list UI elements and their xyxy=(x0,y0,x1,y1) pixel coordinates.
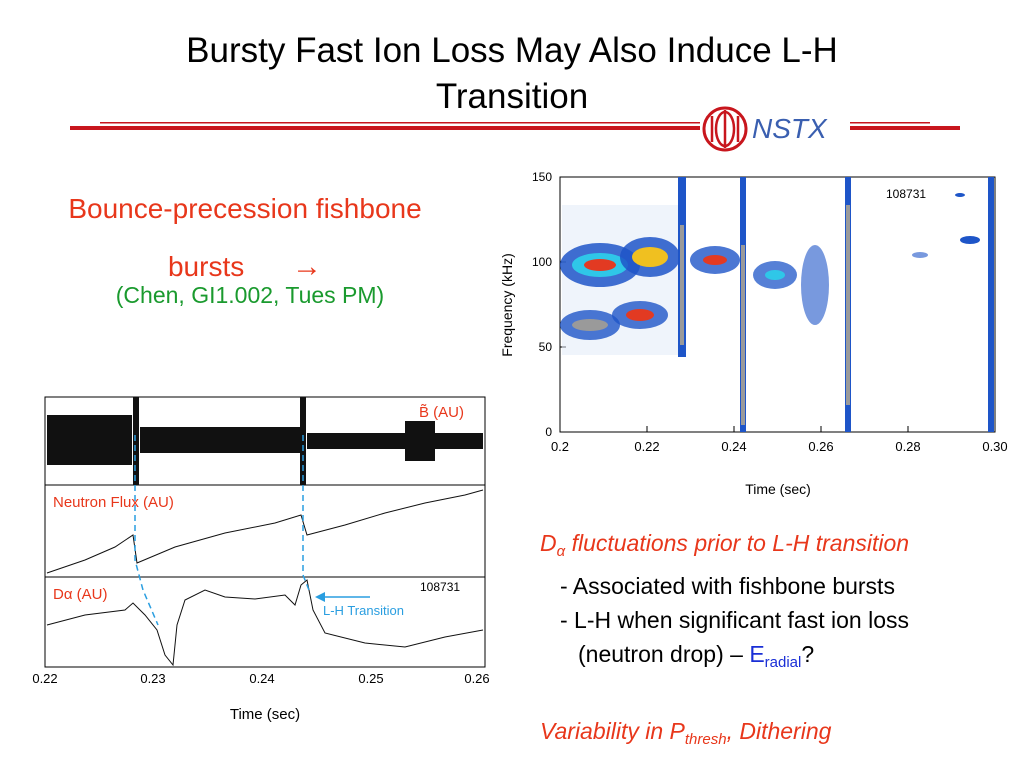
logo-text: NSTX xyxy=(752,113,828,144)
notes-line-3: - L-H when significant fast ion loss xyxy=(560,607,909,633)
panel-3-label: Dα (AU) xyxy=(53,586,108,603)
notes-text: Dα fluctuations prior to L-H transition … xyxy=(540,526,1010,757)
notes-radial: radial xyxy=(764,654,802,671)
notes-e: E xyxy=(749,641,765,667)
time-traces-chart: B̃ (AU) Neutron Flux (AU) Dα (AU) 108731… xyxy=(32,396,490,723)
spectrogram-xlabel: Time (sec) xyxy=(745,481,811,497)
notes-line-1: Dα fluctuations prior to L-H transition xyxy=(540,526,1010,569)
x-tick-1: 0.22 xyxy=(634,439,659,454)
spectrogram-image xyxy=(560,177,994,432)
nstx-emblem-icon xyxy=(702,106,748,152)
traces-x-tick-0: 0.22 xyxy=(32,671,57,686)
heading-bursts: bursts xyxy=(167,251,245,282)
notes-line-5: Variability in Pthresh, Dithering xyxy=(540,714,1010,757)
traces-x-tick-2: 0.24 xyxy=(249,671,274,686)
lh-transition-arrow-icon xyxy=(315,592,370,602)
notes-d: D xyxy=(540,530,557,556)
traces-xlabel: Time (sec) xyxy=(230,706,300,723)
y-tick-50: 50 xyxy=(539,340,553,354)
transition-guide-lines xyxy=(134,435,310,626)
fishbone-heading: Bounce-precession fishbone bursts → xyxy=(0,180,490,296)
heading-line-2: bursts → xyxy=(0,238,490,296)
title-line-1: Bursty Fast Ion Loss May Also Induce L-H xyxy=(186,31,838,70)
x-tick-4: 0.28 xyxy=(895,439,920,454)
panel-2-label: Neutron Flux (AU) xyxy=(53,494,174,511)
x-tick-5: 0.30 xyxy=(982,439,1007,454)
notes-alpha: α xyxy=(556,543,566,560)
panel-1-label: B̃ (AU) xyxy=(419,404,464,421)
slide-title: Bursty Fast Ion Loss May Also Induce L-H… xyxy=(0,28,1024,120)
heading-line-1: Bounce-precession fishbone xyxy=(68,193,422,224)
neutron-flux-trace xyxy=(46,489,484,574)
lh-transition-label: L-H Transition xyxy=(323,603,404,618)
spectrogram-chart: 108731 0 50 100 150 0.2 0.22 0.24 0.26 0… xyxy=(499,170,1008,497)
notes-line-4: (neutron drop) – Eradial? xyxy=(540,637,1010,680)
x-tick-2: 0.24 xyxy=(721,439,746,454)
x-tick-0: 0.2 xyxy=(551,439,569,454)
notes-variability: Variability in P xyxy=(540,718,685,744)
traces-x-tick-4: 0.26 xyxy=(464,671,489,686)
notes-neutron-drop: (neutron drop) – xyxy=(578,641,750,667)
x-tick-3: 0.26 xyxy=(808,439,833,454)
nstx-logo: NSTX xyxy=(702,106,828,152)
spectrogram-ylabel: Frequency (kHz) xyxy=(499,253,515,356)
traces-shot-number: 108731 xyxy=(420,580,460,594)
traces-x-tick-3: 0.25 xyxy=(358,671,383,686)
d-alpha-trace xyxy=(46,579,484,667)
spectrogram-shot-number: 108731 xyxy=(886,187,926,201)
y-tick-150: 150 xyxy=(532,170,552,184)
right-arrow-icon: → xyxy=(292,250,323,283)
y-tick-100: 100 xyxy=(532,255,552,269)
magnetic-signal-trace xyxy=(47,397,483,485)
notes-dithering: , Dithering xyxy=(726,718,832,744)
notes-question: ? xyxy=(801,641,815,667)
traces-x-tick-1: 0.23 xyxy=(140,671,165,686)
y-tick-0: 0 xyxy=(545,425,552,439)
title-divider xyxy=(70,122,960,130)
notes-thresh: thresh xyxy=(684,731,727,748)
title-line-2: Transition xyxy=(435,77,589,116)
notes-line-1-text: fluctuations prior to L-H transition xyxy=(565,530,910,556)
notes-line-2: - Associated with fishbone bursts xyxy=(560,573,895,599)
reference-text: (Chen, GI1.002, Tues PM) xyxy=(115,282,385,308)
